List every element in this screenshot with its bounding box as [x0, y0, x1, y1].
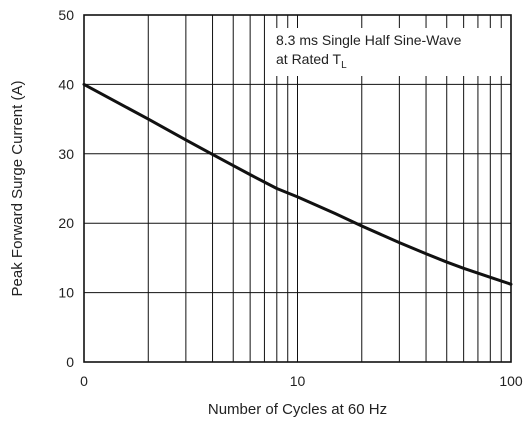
y-axis-title: Peak Forward Surge Current (A) — [9, 81, 26, 297]
annotation-line-1: 8.3 ms Single Half Sine-Wave — [276, 32, 462, 48]
y-tick-label: 20 — [58, 215, 74, 231]
annotation-line-2: at Rated TL — [276, 51, 347, 71]
y-tick-label: 10 — [58, 285, 74, 301]
y-tick-label: 0 — [66, 354, 74, 370]
y-tick-label: 30 — [58, 146, 74, 162]
annotation-line-2-main: at Rated T — [276, 51, 342, 67]
y-tick-label: 40 — [58, 76, 74, 92]
plot-frame — [83, 14, 512, 363]
x-tick-label: 10 — [290, 373, 306, 389]
series-group — [82, 82, 513, 286]
y-tick-label: 50 — [58, 7, 74, 23]
annotation-subscript: L — [341, 60, 347, 71]
series-line — [82, 82, 513, 286]
x-axis-title: Number of Cycles at 60 Hz — [208, 401, 387, 418]
tick-labels: 0 10 20 30 40 50 0 10 100 — [58, 7, 522, 389]
x-tick-label: 0 — [80, 373, 88, 389]
annotation-box — [270, 28, 504, 76]
x-tick-label: 100 — [499, 373, 523, 389]
